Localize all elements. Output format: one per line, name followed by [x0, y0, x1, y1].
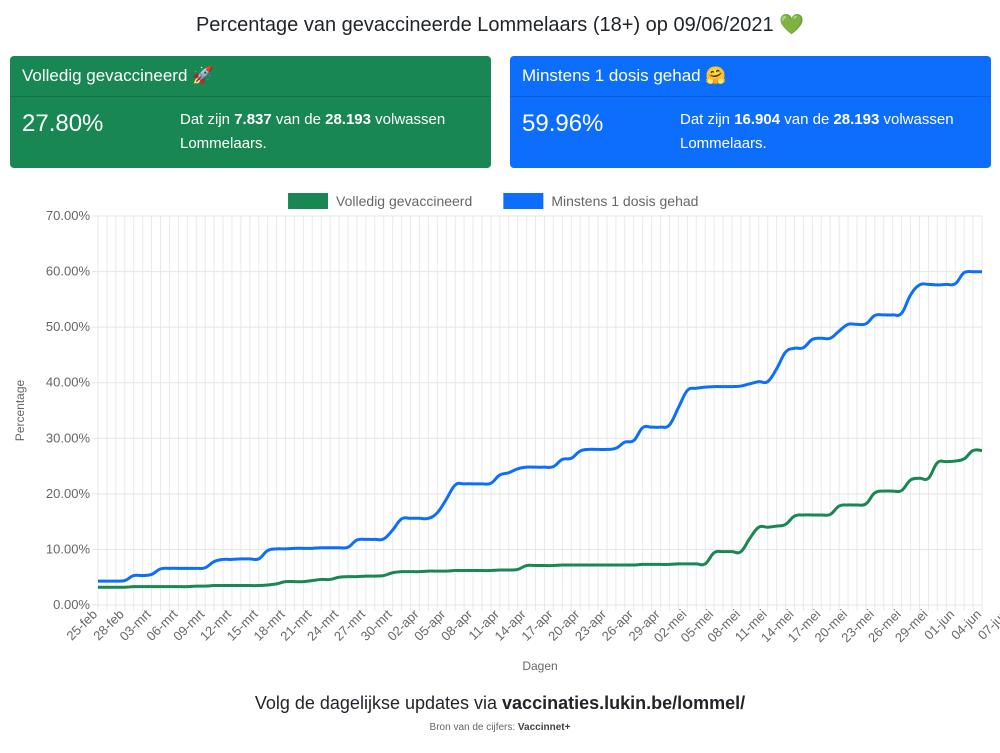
text-prefix: Dat zijn [680, 111, 735, 128]
text-prefix: Dat zijn [180, 111, 235, 128]
total-adults: 28.193 [325, 111, 371, 128]
series-line-minstens-1-dosis [97, 269, 983, 583]
percentage-at-least-one-dose: 59.96% [522, 110, 604, 137]
total-adults: 28.193 [833, 111, 880, 128]
text-middle: van de [271, 111, 326, 128]
percentage-fully-vaccinated: 27.80% [22, 110, 104, 137]
legend-label: Minstens 1 dosis gehad [551, 193, 698, 209]
card-fully-vaccinated: Volledig gevaccineerd 🚀 27.80% Dat zijn … [10, 56, 491, 168]
legend-swatch [503, 193, 544, 209]
series-line-volledig-gevaccineerd [97, 448, 983, 589]
vaccination-line-chart: 0.00% 10.00% 20.00% 30.00% 40.00% 50.00% 60.00… [13, 193, 1000, 673]
card-description-at-least-one-dose: Dat zijn 16.904 van de 28.193 volwassen … [680, 108, 980, 156]
source-name: Vaccinnet+ [517, 722, 571, 733]
legend-swatch [288, 193, 329, 209]
y-tick-label: 50.00% [46, 319, 91, 334]
text-suffix: volwassen Lommelaars. [680, 111, 954, 152]
y-tick-label: 0.00% [53, 597, 90, 612]
y-tick-label: 30.00% [46, 430, 91, 445]
footer-prefix: Volg de dagelijkse updates via [254, 693, 503, 713]
y-tick-label: 70.00% [46, 208, 91, 223]
card-description-fully-vaccinated: Dat zijn 7.837 van de 28.193 volwassen L… [180, 108, 480, 156]
count-fully-vaccinated: 7.837 [234, 111, 272, 128]
page-title: Percentage van gevaccineerde Lommelaars … [195, 14, 805, 36]
y-tick-label: 10.00% [46, 541, 91, 556]
card-header-fully-vaccinated: Volledig gevaccineerd 🚀 [10, 56, 491, 97]
source-prefix: Bron van de cijfers: [429, 722, 518, 733]
text-middle: van de [780, 111, 834, 128]
footer-source: Bron van de cijfers: Vaccinnet+ [0, 722, 1000, 733]
card-header-at-least-one-dose: Minstens 1 dosis gehad 🤗 [510, 56, 991, 97]
y-tick-label: 20.00% [46, 486, 91, 501]
y-tick-label: 40.00% [46, 375, 91, 390]
text-suffix: volwassen Lommelaars. [180, 111, 446, 152]
footer-updates: Volg de dagelijkse updates via vaccinati… [0, 693, 1000, 714]
x-axis-title: Dagen [522, 659, 557, 673]
y-axis-title: Percentage [13, 379, 27, 441]
count-at-least-one-dose: 16.904 [734, 111, 781, 128]
updates-link[interactable]: vaccinaties.lukin.be/lommel/ [502, 693, 746, 713]
legend-label: Volledig gevaccineerd [336, 193, 472, 209]
y-tick-label: 60.00% [46, 264, 91, 279]
card-at-least-one-dose: Minstens 1 dosis gehad 🤗 59.96% Dat zijn… [510, 56, 991, 168]
